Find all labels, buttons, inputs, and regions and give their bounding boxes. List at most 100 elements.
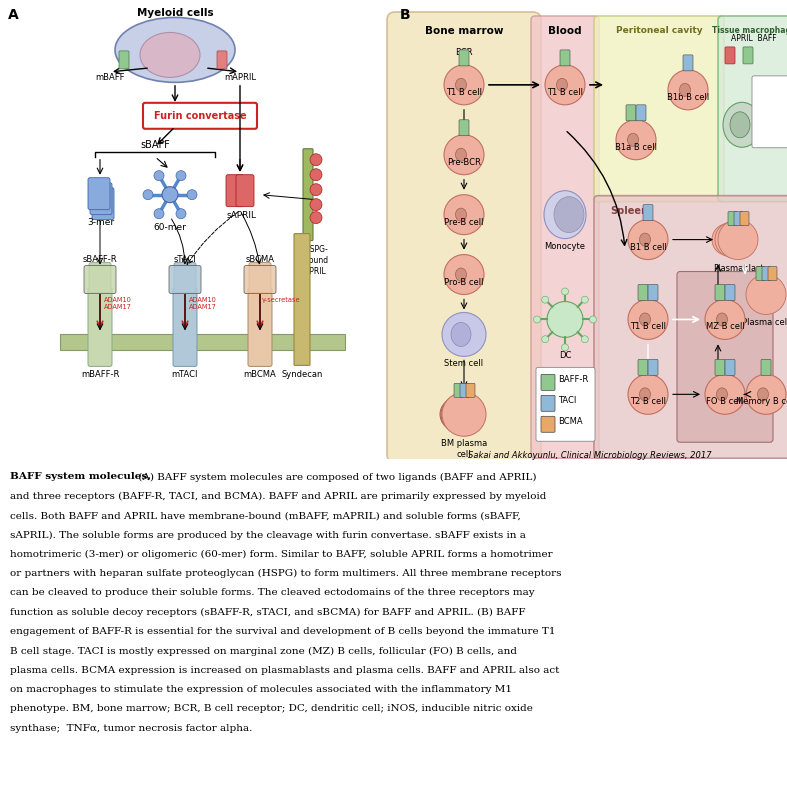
Circle shape — [176, 170, 186, 181]
FancyBboxPatch shape — [541, 416, 555, 433]
Circle shape — [582, 296, 589, 303]
Text: and three receptors (BAFF-R, TACI, and BCMA). BAFF and APRIL are primarily expre: and three receptors (BAFF-R, TACI, and B… — [10, 491, 546, 501]
FancyBboxPatch shape — [244, 265, 276, 294]
Circle shape — [310, 169, 322, 181]
Text: Peritoneal cavity: Peritoneal cavity — [615, 26, 702, 35]
Circle shape — [143, 190, 153, 199]
FancyBboxPatch shape — [90, 183, 112, 214]
Ellipse shape — [640, 388, 651, 401]
FancyBboxPatch shape — [728, 212, 737, 225]
Ellipse shape — [451, 323, 471, 346]
Ellipse shape — [456, 208, 467, 221]
Circle shape — [746, 275, 786, 315]
Circle shape — [743, 276, 779, 312]
Text: (A) BAFF system molecules are composed of two ligands (BAFF and APRIL): (A) BAFF system molecules are composed o… — [135, 473, 537, 482]
FancyBboxPatch shape — [119, 51, 129, 69]
FancyBboxPatch shape — [643, 205, 653, 221]
FancyBboxPatch shape — [756, 267, 765, 280]
FancyBboxPatch shape — [638, 284, 648, 301]
FancyBboxPatch shape — [560, 50, 570, 66]
FancyBboxPatch shape — [541, 396, 555, 411]
Text: mAPRIL: mAPRIL — [224, 73, 256, 82]
Text: homotrimeric (3-mer) or oligomeric (60-mer) form. Similar to BAFF, soluble APRIL: homotrimeric (3-mer) or oligomeric (60-m… — [10, 550, 552, 559]
Circle shape — [705, 300, 745, 339]
Circle shape — [547, 301, 583, 338]
FancyBboxPatch shape — [460, 383, 469, 397]
FancyBboxPatch shape — [174, 262, 196, 293]
Circle shape — [746, 374, 786, 414]
Text: MZ B cell: MZ B cell — [706, 323, 745, 331]
Circle shape — [534, 316, 541, 323]
Text: 3-mer: 3-mer — [87, 217, 115, 227]
Text: function as soluble decoy receptors (sBAFF-R, sTACI, and sBCMA) for BAFF and APR: function as soluble decoy receptors (sBA… — [10, 608, 526, 617]
Text: Syndecan: Syndecan — [281, 371, 323, 379]
Text: M1 marker
expression: M1 marker expression — [757, 82, 787, 95]
FancyBboxPatch shape — [683, 55, 693, 71]
Text: mBCMA: mBCMA — [244, 371, 276, 379]
Text: B1 B cell: B1 B cell — [630, 243, 667, 251]
Ellipse shape — [554, 197, 584, 232]
Circle shape — [444, 254, 484, 294]
FancyBboxPatch shape — [531, 16, 599, 458]
FancyBboxPatch shape — [217, 51, 227, 69]
Circle shape — [561, 288, 568, 295]
Text: sBCMA: sBCMA — [246, 254, 275, 264]
FancyBboxPatch shape — [594, 16, 724, 202]
FancyBboxPatch shape — [169, 265, 201, 294]
Circle shape — [444, 135, 484, 175]
Circle shape — [718, 220, 758, 260]
Text: HSPG-
bound
APRIL: HSPG- bound APRIL — [304, 245, 328, 276]
Text: Monocyte: Monocyte — [545, 242, 586, 250]
Text: T1 B cell: T1 B cell — [446, 88, 482, 97]
Circle shape — [582, 336, 589, 343]
FancyBboxPatch shape — [725, 284, 735, 301]
Circle shape — [628, 300, 668, 339]
FancyBboxPatch shape — [536, 367, 595, 441]
Circle shape — [628, 374, 668, 414]
FancyBboxPatch shape — [648, 360, 658, 375]
Circle shape — [561, 344, 568, 351]
Text: A: A — [8, 8, 19, 22]
Text: Spleen: Spleen — [610, 206, 648, 216]
Circle shape — [441, 396, 479, 433]
Text: Bone marrow: Bone marrow — [425, 26, 503, 36]
Ellipse shape — [456, 78, 467, 91]
FancyBboxPatch shape — [60, 334, 345, 350]
FancyBboxPatch shape — [541, 374, 555, 390]
Text: Plasma cell: Plasma cell — [742, 319, 787, 327]
Circle shape — [715, 221, 751, 257]
Text: IL-12: IL-12 — [758, 113, 774, 119]
FancyBboxPatch shape — [249, 262, 271, 293]
Text: sBAFF-R: sBAFF-R — [83, 254, 117, 264]
Text: Pro-B cell: Pro-B cell — [444, 278, 484, 287]
Text: sAPRIL: sAPRIL — [227, 210, 257, 220]
Text: mTACI: mTACI — [172, 371, 198, 379]
Ellipse shape — [627, 133, 638, 146]
Text: T1 B cell: T1 B cell — [547, 88, 583, 97]
Ellipse shape — [716, 313, 727, 326]
Ellipse shape — [556, 78, 567, 91]
Text: BAFF system molecules.: BAFF system molecules. — [10, 473, 151, 481]
Text: synthase;  TNFα, tumor necrosis factor alpha.: synthase; TNFα, tumor necrosis factor al… — [10, 724, 253, 732]
FancyBboxPatch shape — [715, 284, 725, 301]
FancyBboxPatch shape — [743, 47, 753, 64]
Text: Sakai and Akkoyunlu, Clinical Microbiology Reviews, 2017: Sakai and Akkoyunlu, Clinical Microbiolo… — [468, 451, 711, 460]
FancyBboxPatch shape — [718, 16, 787, 202]
Text: APRIL  BAFF: APRIL BAFF — [731, 34, 777, 43]
FancyBboxPatch shape — [752, 76, 787, 148]
FancyBboxPatch shape — [677, 272, 773, 442]
Text: TACI: TACI — [558, 396, 576, 405]
Circle shape — [541, 296, 549, 303]
Text: FO B cell: FO B cell — [707, 397, 744, 407]
FancyBboxPatch shape — [734, 212, 743, 225]
Text: B cell stage. TACI is mostly expressed on marginal zone (MZ) B cells, follicular: B cell stage. TACI is mostly expressed o… — [10, 646, 517, 655]
Text: B1b B cell: B1b B cell — [667, 93, 709, 102]
FancyBboxPatch shape — [236, 175, 254, 206]
Text: Pre-BCR: Pre-BCR — [447, 158, 481, 166]
Circle shape — [162, 187, 178, 203]
Text: mBAFF-R: mBAFF-R — [81, 371, 119, 379]
FancyBboxPatch shape — [459, 120, 469, 136]
Circle shape — [440, 398, 472, 430]
FancyBboxPatch shape — [466, 383, 475, 397]
FancyBboxPatch shape — [638, 360, 648, 375]
